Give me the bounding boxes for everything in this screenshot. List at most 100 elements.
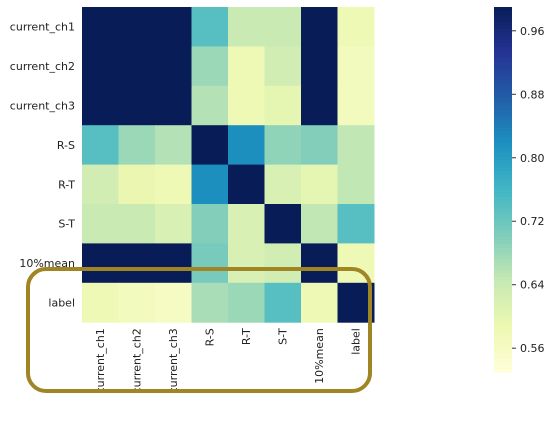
heatmap-cell <box>118 243 156 284</box>
heatmap-cell <box>264 243 302 284</box>
row-label: label <box>48 297 75 310</box>
column-label: current_ch2 <box>131 328 144 393</box>
colorbar-segment <box>494 156 512 161</box>
column-label: current_ch3 <box>167 328 180 393</box>
colorbar-segment <box>494 72 512 77</box>
colorbar-segment <box>494 10 512 15</box>
colorbar-segment <box>494 335 512 340</box>
heatmap-cell <box>337 164 375 205</box>
heatmap-cell <box>264 7 302 47</box>
heatmap-cell <box>301 7 338 47</box>
heatmap-cell <box>228 46 265 87</box>
colorbar-segment <box>494 76 512 81</box>
colorbar-segment <box>494 174 512 180</box>
heatmap-cell <box>301 204 338 244</box>
colorbar-segment <box>494 160 512 165</box>
heatmap-cell <box>228 125 265 166</box>
heatmap-cell <box>228 204 265 244</box>
colorbar-segment <box>494 138 512 143</box>
colorbar-segment <box>494 266 512 271</box>
heatmap-cell <box>118 46 156 87</box>
heatmap-cell <box>191 243 229 284</box>
colorbar-segment <box>494 251 512 256</box>
heatmap-cell <box>155 85 192 126</box>
heatmap-cell <box>82 243 119 284</box>
row-label: S-T <box>58 218 75 231</box>
colorbar-segment <box>494 313 512 318</box>
row-label: R-T <box>58 178 75 191</box>
heatmap-cell <box>337 7 375 47</box>
colorbar-segment <box>494 207 512 212</box>
colorbar-segment <box>494 353 512 358</box>
colorbar-segment <box>494 65 512 70</box>
colorbar-segment <box>494 306 512 311</box>
heatmap-cell <box>82 164 119 205</box>
heatmap-cell <box>191 46 229 87</box>
colorbar-segment <box>494 280 512 285</box>
colorbar-segment <box>494 331 512 337</box>
colorbar-segment <box>494 357 512 362</box>
colorbar-segment <box>494 273 512 278</box>
colorbar-segment <box>494 145 512 150</box>
row-labels: current_ch1 current_ch2 current_ch3 R-S R-T S… <box>10 21 75 310</box>
heatmap-cell <box>228 85 265 126</box>
colorbar-segment <box>494 47 512 52</box>
colorbar-segment <box>494 87 512 92</box>
colorbar-segment <box>494 236 512 242</box>
colorbar-segment <box>494 328 512 333</box>
colorbar-segment <box>494 182 512 187</box>
colorbar-segment <box>494 193 512 198</box>
colorbar-segment <box>494 342 512 348</box>
heatmap-cell <box>301 164 338 205</box>
heatmap-cell <box>155 204 192 244</box>
colorbar-segment <box>494 196 512 202</box>
colorbar-segment <box>494 350 512 355</box>
heatmap-cell <box>301 85 338 126</box>
colorbar-segment <box>494 302 512 307</box>
colorbar-segment <box>494 317 512 322</box>
colorbar-tick-label: 0.96 <box>520 25 545 38</box>
colorbar-segment <box>494 171 512 176</box>
heatmap-cell <box>191 7 229 47</box>
colorbar-segment <box>494 39 512 45</box>
colorbar-segment <box>494 211 512 216</box>
colorbar-segment <box>494 131 512 136</box>
colorbar-segment <box>494 324 512 329</box>
heatmap-cell <box>228 7 265 47</box>
colorbar-segment <box>494 83 512 88</box>
colorbar-segment <box>494 98 512 103</box>
colorbar-segment <box>494 25 512 30</box>
heatmap-cell <box>82 125 119 166</box>
colorbar-segment <box>494 101 512 107</box>
colorbar-segment <box>494 127 512 132</box>
colorbar-segment <box>494 222 512 227</box>
colorbar-segment <box>494 277 512 282</box>
highlight-box <box>26 267 372 394</box>
colorbar-segment <box>494 21 512 26</box>
colorbar-segment <box>494 69 512 74</box>
colorbar-tick-label: 0.56 <box>520 342 545 355</box>
colorbar-segment <box>494 218 512 223</box>
colorbar-segment <box>494 178 512 183</box>
column-label: S-T <box>277 328 290 345</box>
colorbar-segment <box>494 58 512 63</box>
colorbar-segment <box>494 142 512 147</box>
colorbar-tick-label: 0.88 <box>520 88 545 101</box>
heatmap-cell <box>191 125 229 166</box>
heatmap-cell <box>264 164 302 205</box>
colorbar-segment <box>494 50 512 56</box>
heatmap-cell <box>155 46 192 87</box>
colorbar-segment <box>494 153 512 158</box>
heatmap-cell <box>301 46 338 87</box>
heatmap-cell <box>118 85 156 126</box>
colorbar-segment <box>494 43 512 48</box>
colorbar <box>494 7 512 373</box>
heatmap-cell <box>82 7 119 47</box>
heatmap-cell <box>82 204 119 244</box>
colorbar-segment <box>494 80 512 85</box>
colorbar-segment <box>494 368 512 373</box>
heatmap-cell <box>337 125 375 166</box>
heatmap-cell <box>337 85 375 126</box>
colorbar-segment <box>494 61 512 66</box>
